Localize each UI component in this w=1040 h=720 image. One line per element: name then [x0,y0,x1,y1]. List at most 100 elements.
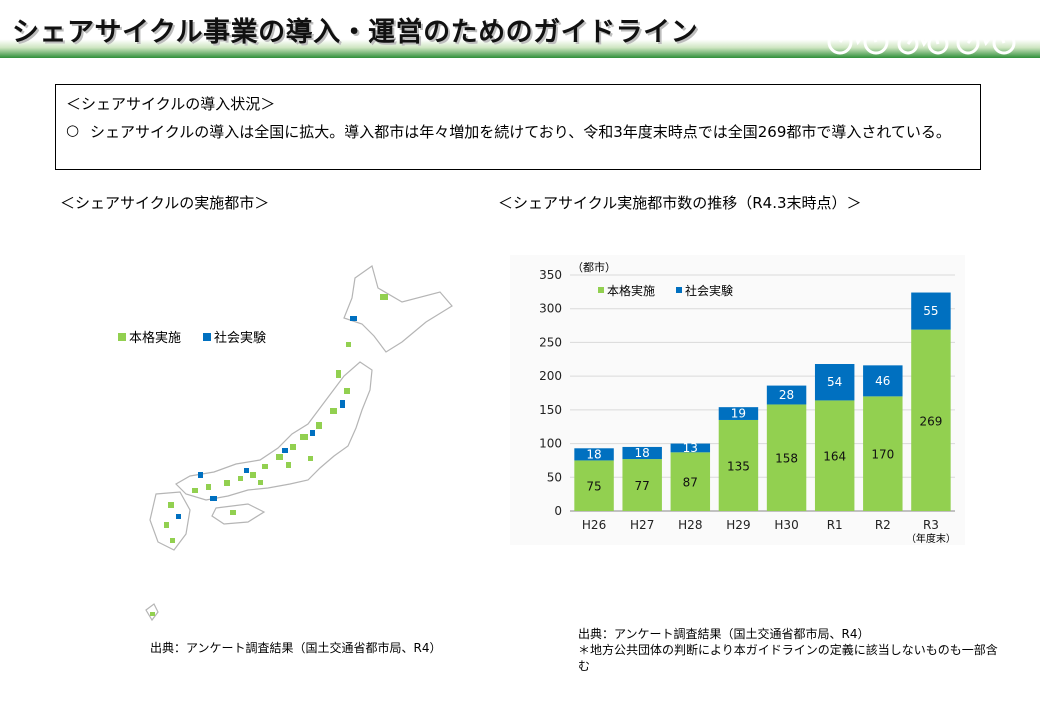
legend-swatch-full [118,332,126,341]
data-label-full: 158 [775,452,798,466]
summary-heading: ＜シェアサイクルの導入状況＞ [66,95,276,113]
city-marker [230,510,236,515]
city-marker [286,462,291,468]
city-marker [150,612,155,616]
legend-label-trial: 社会実験 [685,283,733,298]
bar-full-implementation [814,400,855,511]
bar-full-implementation [574,460,614,511]
summary-box: ＜シェアサイクルの導入状況＞ ○ シェアサイクルの導入は全国に拡大。導入都市は年… [55,84,981,170]
bar-full-implementation [766,404,807,511]
bicycle-icon [827,16,889,55]
chart-source-line: 出典：アンケート調査結果（国土交通省都市局、R4） [578,627,870,641]
chart-title: ＜シェアサイクル実施都市数の推移（R4.3末時点）＞ [498,194,862,212]
chart-footnote: ＊地方公共団体の判断により本ガイドラインの定義に該当しないものも一部含む [578,643,998,673]
city-marker [262,464,268,469]
legend-label-trial: 社会実験 [214,331,267,346]
bar-social-experiment [911,292,951,330]
city-marker [344,388,350,394]
city-marker [168,502,174,508]
x-axis-note: （年度末） [906,532,956,545]
city-marker [290,444,296,450]
city-marker [300,434,308,440]
page-title: シェアサイクル事業の導入・運営のためのガイドライン [12,17,699,48]
data-label-trial: 18 [635,446,650,460]
city-marker [380,294,388,300]
data-label-full: 269 [919,414,942,428]
bar-full-implementation [911,329,951,511]
data-label-trial: 19 [731,407,746,421]
bar-full-implementation [863,396,903,511]
city-marker [164,522,169,528]
city-marker [340,400,345,408]
data-label-trial: 18 [586,447,601,461]
bar-social-experiment [574,448,614,461]
data-label-trial: 46 [875,374,890,388]
x-tick-label: H27 [630,518,654,532]
data-label-full: 170 [871,448,894,462]
city-marker [170,538,175,543]
chart-source-notes: 出典：アンケート調査結果（国土交通省都市局、R4） ＊地方公共団体の判断により本… [578,626,998,674]
kyushu-island [149,491,191,551]
city-marker [244,468,249,473]
x-tick-label: R1 [827,518,843,532]
bar-full-implementation [622,459,662,511]
map-title: ＜シェアサイクルの実施都市＞ [60,194,270,212]
y-tick-label: 250 [539,335,562,349]
city-marker [198,472,203,478]
y-tick-label: 0 [554,504,562,518]
full-implementation-markers [150,294,388,616]
data-label-trial: 28 [779,388,794,402]
city-marker [346,342,351,347]
bar-full-implementation [670,452,711,511]
summary-text: シェアサイクルの導入は全国に拡大。導入都市は年々増加を続けており、令和3年度末時… [90,123,951,141]
city-marker [192,488,198,493]
city-marker [210,496,217,501]
city-marker [258,480,263,485]
map-source-note: 出典：アンケート調査結果（国土交通省都市局、R4） [150,641,442,655]
bar-social-experiment [622,446,662,460]
city-marker [308,456,313,461]
bar-full-implementation [718,419,759,511]
data-label-trial: 13 [683,441,698,455]
y-tick-label: 150 [539,403,562,417]
y-tick-label: 100 [539,437,562,451]
bicycle-icon [897,20,949,55]
y-tick-label: 350 [539,268,562,282]
bar-social-experiment [766,385,807,405]
social-experiment-markers [176,316,357,519]
city-marker [310,430,315,436]
city-marker [316,422,322,429]
x-tick-label: R3 [923,518,939,532]
city-marker [330,408,337,414]
map-legend: 本格実施 社会実験 [118,327,266,346]
city-marker [224,480,230,486]
x-tick-label: H26 [582,518,606,532]
japan-map [145,265,453,622]
x-tick-label: H30 [774,518,798,532]
city-marker [206,484,211,490]
data-label-trial: 54 [827,375,842,389]
city-marker [276,454,283,460]
data-label-full: 77 [635,479,650,493]
hokkaido-island [343,265,453,353]
bar-social-experiment [718,407,759,420]
data-label-full: 135 [727,459,750,473]
legend-label-full: 本格実施 [129,331,182,346]
x-tick-label: R2 [875,518,891,532]
data-label-full: 164 [823,450,846,464]
legend-swatch-full [598,287,604,293]
bicycle-icons [827,14,1016,55]
x-tick-label: H28 [678,518,702,532]
legend-label-full: 本格実施 [607,283,655,298]
honshu-island [175,361,373,501]
y-tick-label: 200 [539,369,562,383]
city-marker [238,476,243,481]
city-marker [350,316,357,321]
y-tick-label: 300 [539,302,562,316]
y-tick-label: 50 [547,470,562,484]
bicycle-icon [956,14,1016,55]
shikoku-island [211,503,266,525]
bar-social-experiment [670,443,711,453]
legend-swatch-trial [203,332,212,341]
city-marker [282,448,288,453]
